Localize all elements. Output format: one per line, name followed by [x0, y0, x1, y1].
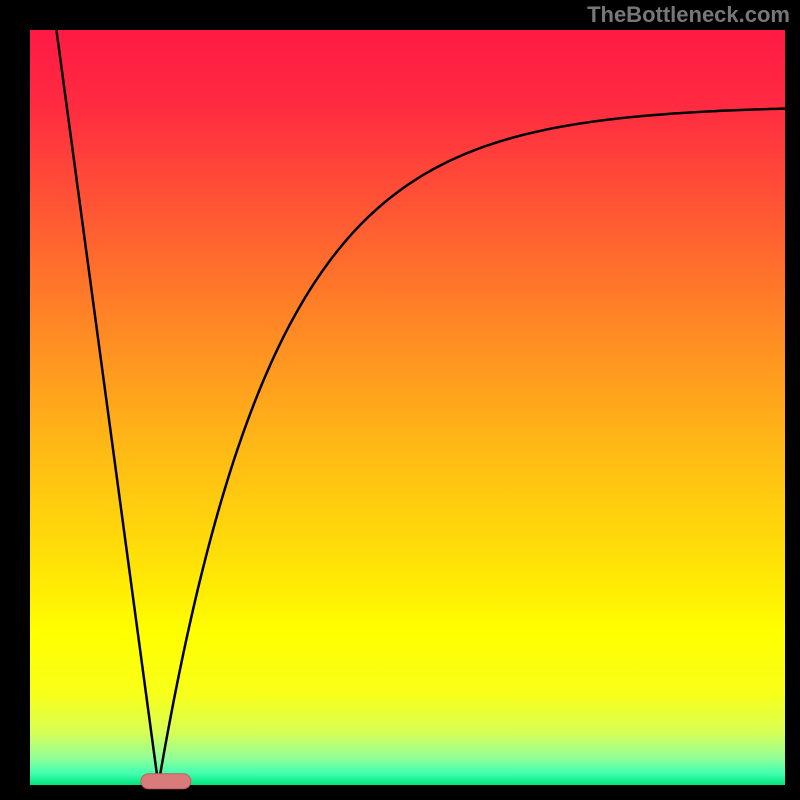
chart-container: TheBottleneck.com — [0, 0, 800, 800]
watermark-text: TheBottleneck.com — [587, 2, 790, 28]
optimal-marker — [141, 774, 191, 789]
bottleneck-chart — [0, 0, 800, 800]
